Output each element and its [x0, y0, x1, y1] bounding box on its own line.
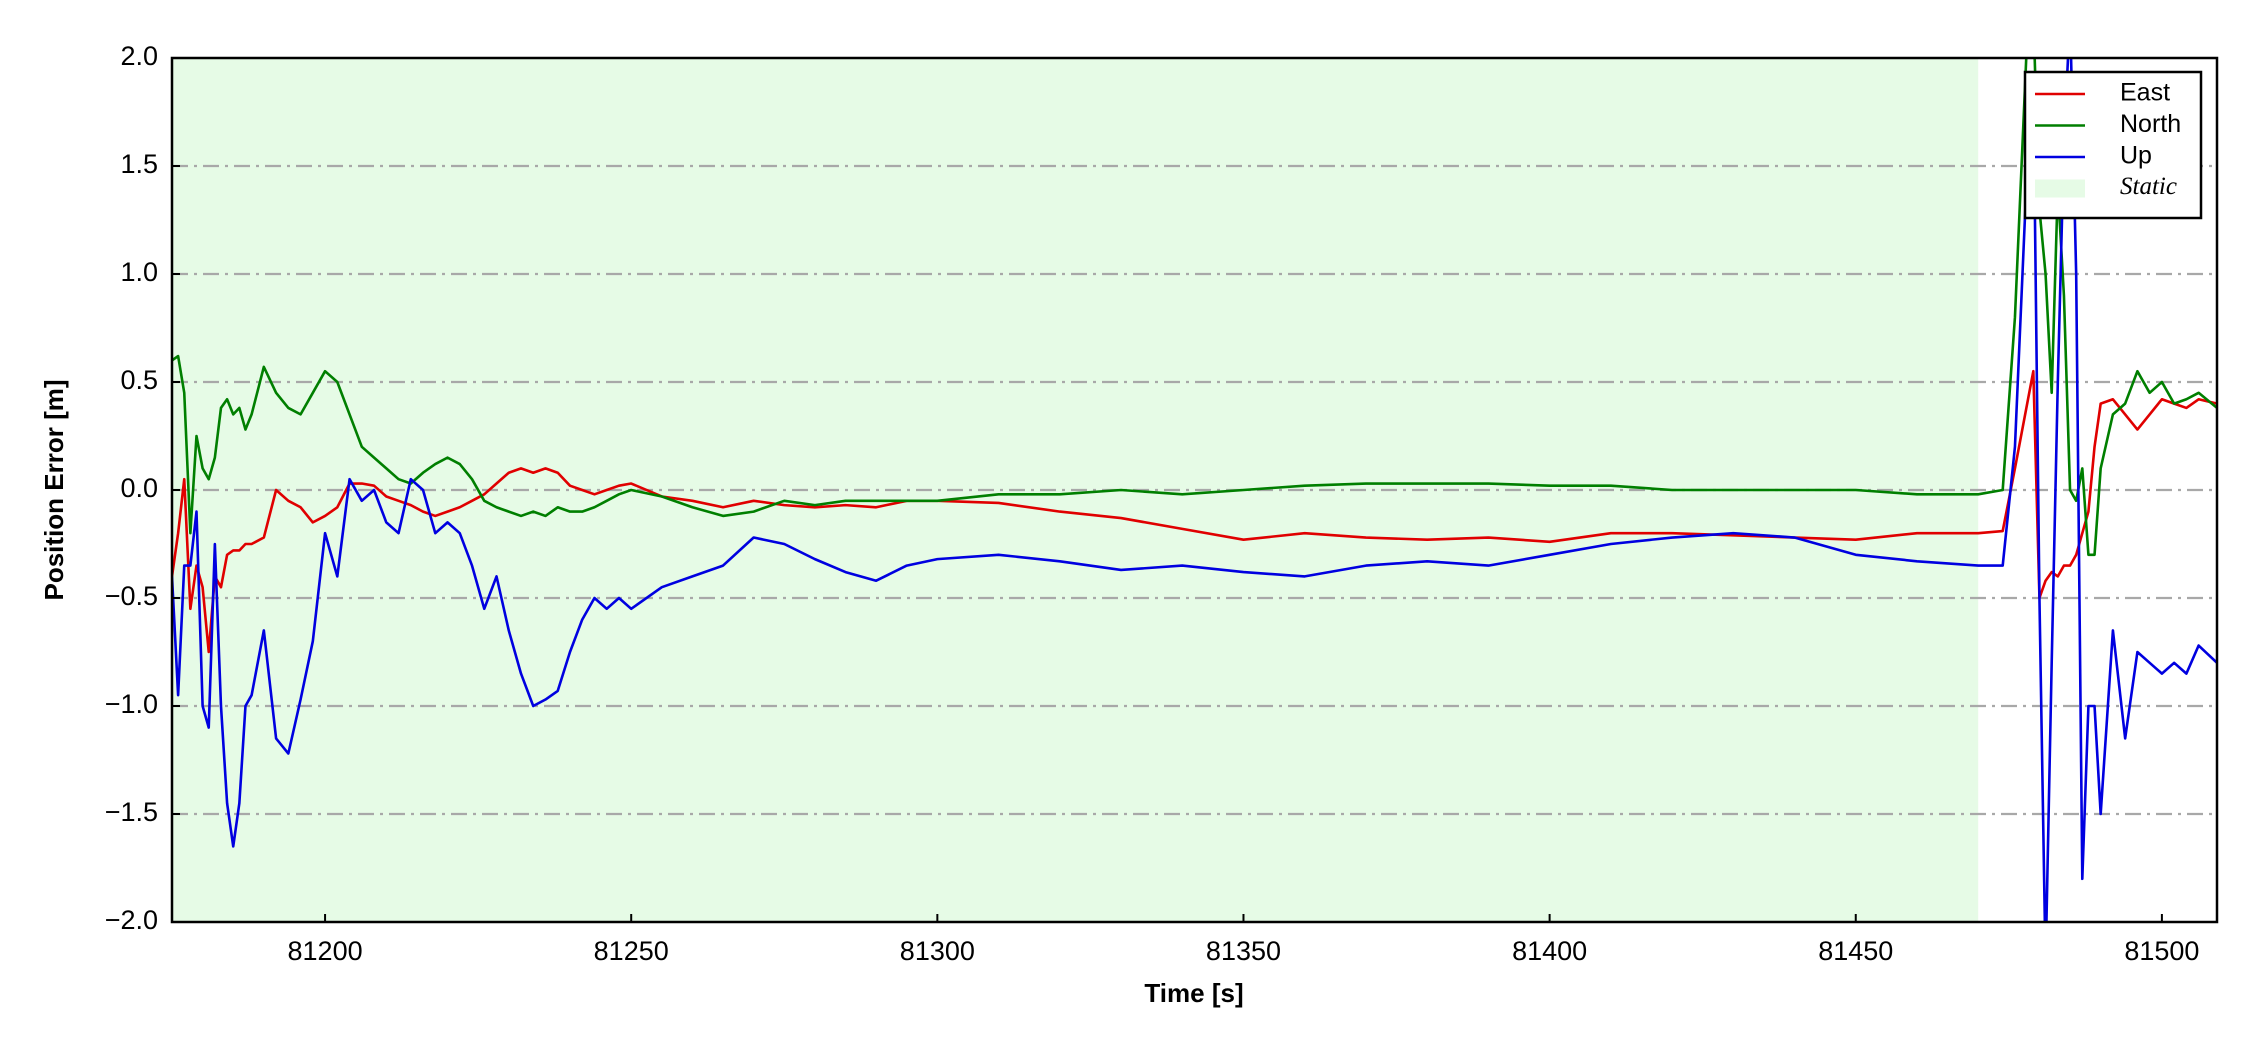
series-line: [172, 369, 2217, 654]
x-tick-label: 81350: [1206, 936, 1281, 966]
legend-label: Up: [2120, 142, 2152, 170]
series-line: [172, 58, 2217, 922]
x-tick-label: 81300: [900, 936, 975, 966]
y-tick-label: −0.5: [105, 581, 158, 611]
x-axis-label: Time [s]: [1144, 978, 1243, 1008]
x-tick-label: 81200: [288, 936, 363, 966]
y-tick-label: −1.0: [105, 689, 158, 719]
legend-swatch: [2035, 179, 2085, 198]
y-tick-label: 0.5: [120, 365, 158, 395]
legend-label: Static: [2120, 173, 2177, 200]
y-axis-label: Position Error [m]: [39, 379, 69, 600]
legend: East North Up Static: [2023, 70, 2203, 220]
legend-label: East: [2120, 79, 2170, 107]
y-tick-label: −2.0: [105, 905, 158, 935]
axes: −2.0 −1.5 −1.0 −0.5 0.0 0.5 1.0 1.5 2.0 81200 8125…: [105, 41, 2200, 966]
y-tick-label: 1.0: [120, 257, 158, 287]
y-tick-label: −1.5: [105, 797, 158, 827]
x-tick-label: 81400: [1512, 936, 1587, 966]
x-tick-label: 81250: [594, 936, 669, 966]
y-tick-label: 1.5: [120, 149, 158, 179]
x-tick-label: 81500: [2124, 936, 2199, 966]
y-tick-label: 2.0: [120, 41, 158, 71]
legend-label: North: [2120, 110, 2181, 138]
x-tick-label: 81450: [1818, 936, 1893, 966]
y-tick-label: 0.0: [120, 473, 158, 503]
